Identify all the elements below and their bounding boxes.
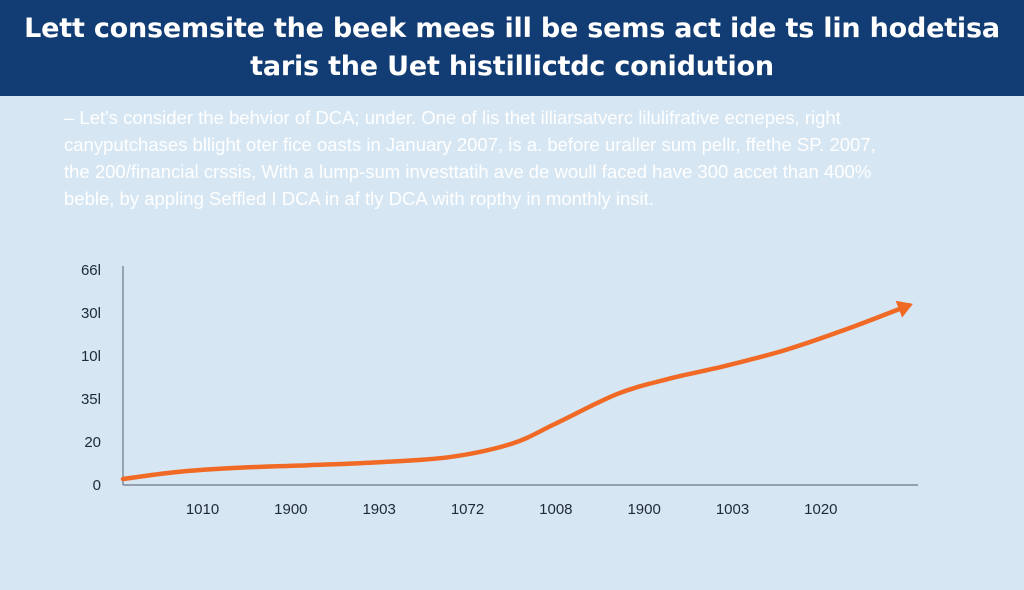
x-tick-label: 1072 [451,501,484,518]
intro-line-4: beble, by appling Seffled I DCA in af tl… [64,188,654,209]
x-tick-label: 1003 [716,501,749,518]
series-arrowhead [895,300,913,318]
x-tick-label: 1903 [362,501,395,518]
line-chart: 0 20 35l 10l 30l 66l 1010 1900 1903 1072 1008 1900 1… [0,250,1024,585]
x-tick-label: 1900 [274,501,307,518]
header-banner: Lett consemsite the beek mees ill be sem… [0,0,1024,96]
intro-line-2: canyputchases bllight oter fice oasts in… [64,134,876,155]
title-line-2: taris the Uet histillictdc conidution [250,51,774,82]
y-tick-label: 10l [81,348,101,365]
x-tick-label: 1900 [627,501,660,518]
y-tick-label: 20 [84,434,101,451]
x-tick-label: 1020 [804,501,837,518]
y-tick-label: 0 [93,477,101,494]
y-tick-label: 35l [81,391,101,408]
intro-line-1: – Let's consider the behvior of DCA; und… [64,107,841,128]
series-line [120,303,912,482]
x-tick-label: 1010 [186,501,219,518]
line-chart-svg: 0 20 35l 10l 30l 66l 1010 1900 1903 1072 1008 1900 1… [81,262,918,518]
title-line-1: Lett consemsite the beek mees ill be sem… [24,13,1000,44]
intro-paragraph: – Let's consider the behvior of DCA; und… [64,104,964,212]
x-tick-label: 1008 [539,501,572,518]
y-tick-label: 66l [81,262,101,279]
y-tick-label: 30l [81,305,101,322]
intro-line-3: the 200/financial crssis, With a lump-su… [64,161,872,182]
